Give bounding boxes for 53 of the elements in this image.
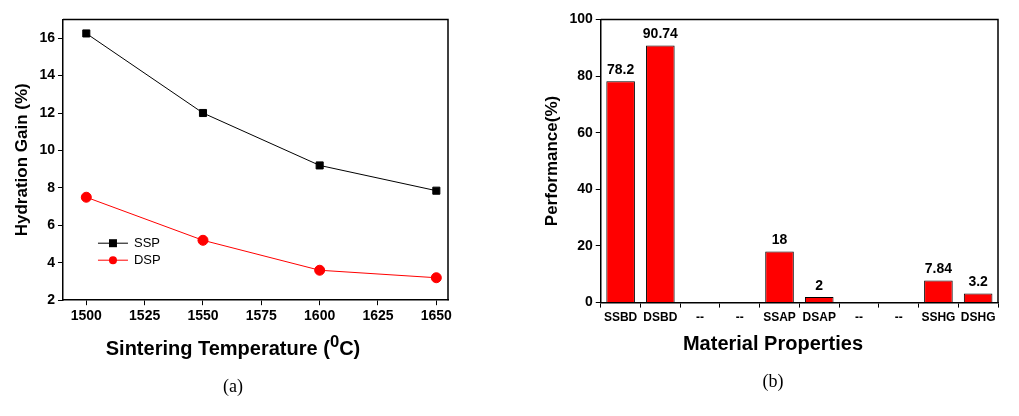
x-tick-label: -- <box>696 310 705 325</box>
point <box>198 108 208 118</box>
x-tick-label: -- <box>735 310 744 325</box>
x-tick-label: SSBD <box>603 310 638 325</box>
data-label: 7.84 <box>924 260 953 277</box>
x-tick-label: 1550 <box>187 307 219 324</box>
point <box>314 264 326 276</box>
point <box>430 272 442 284</box>
data-label: 90.74 <box>642 25 679 42</box>
text: (a) <box>222 375 244 397</box>
y-axis-title: Performance(%) <box>541 95 561 227</box>
x-tick-label: 1600 <box>304 307 336 324</box>
legend-label: SSP <box>133 234 160 250</box>
y-tick-label: 14 <box>39 66 56 83</box>
x-tick-label: 1525 <box>129 307 161 324</box>
data-label: 78.2 <box>607 61 635 77</box>
x-tick-label: DSHG <box>960 310 996 325</box>
y-tick-label: 2 <box>47 291 56 308</box>
point <box>80 191 92 203</box>
x-axis-title: Sintering Temperature ($^{0}$C) <box>104 332 362 360</box>
x-tick-label: -- <box>894 310 903 325</box>
x-tick-label: 1650 <box>420 307 453 324</box>
x-tick-label: DSBD <box>643 310 678 325</box>
y-tick-label: 80 <box>577 66 593 83</box>
data-label: 3.2 <box>968 273 989 290</box>
y-tick-label: 0 <box>584 293 593 310</box>
x-tick-label: 1625 <box>362 307 394 324</box>
x-tick-label: 1500 <box>70 307 103 324</box>
text: (b) <box>761 371 785 392</box>
point <box>432 186 441 195</box>
y-tick-label: 8 <box>47 178 56 195</box>
y-tick-label: 6 <box>47 216 56 233</box>
y-axis-title: Hydration Gain (%) <box>11 83 31 237</box>
y-tick-label: 12 <box>39 103 56 120</box>
x-tick-label: SSHG <box>921 310 956 325</box>
y-tick-label: 16 <box>39 28 56 45</box>
point <box>82 29 91 38</box>
x-tick-label: -- <box>854 310 863 325</box>
point <box>197 234 209 246</box>
y-tick-label: 100 <box>569 10 593 27</box>
legend-label: DSP <box>133 251 161 267</box>
y-tick-label: 10 <box>39 141 56 158</box>
y-tick-label: 20 <box>577 236 593 253</box>
y-tick-label: 4 <box>47 253 56 270</box>
x-tick-label: 1575 <box>245 307 278 324</box>
data-label: 2 <box>815 276 824 293</box>
y-tick-label: 60 <box>577 123 593 140</box>
y-tick-label: 40 <box>577 180 593 197</box>
x-tick-label: DSAP <box>802 310 836 325</box>
point <box>315 161 324 170</box>
x-tick-label: SSAP <box>763 310 796 325</box>
x-axis-title: Material Properties <box>681 332 865 355</box>
data-label: 18 <box>771 231 788 248</box>
